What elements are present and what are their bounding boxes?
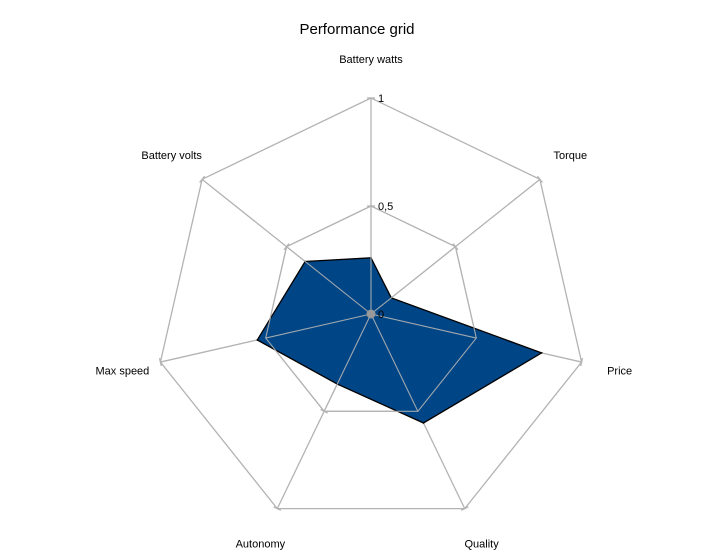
category-label-torque: Torque <box>554 150 588 162</box>
data-point-max-speed <box>256 339 259 341</box>
chart-title: Performance grid <box>299 21 414 38</box>
radial-tick-label: 0,5 <box>378 201 393 213</box>
category-label-autonomy: Autonomy <box>236 539 286 551</box>
grid-spoke-inner <box>286 246 372 315</box>
axis-tick-mark <box>273 506 282 511</box>
axis-tick-mark <box>580 358 584 367</box>
grid-ring-outer <box>159 97 583 510</box>
axis-tick-mark <box>199 175 206 183</box>
data-point-price <box>540 352 543 354</box>
radial-ticks: 00,51 <box>378 93 393 321</box>
center-point <box>366 309 376 319</box>
grid-spoke-inner <box>265 313 372 339</box>
radial-tick-label: 1 <box>378 93 384 105</box>
category-label-quality: Quality <box>465 539 500 551</box>
grid-spoke-inner <box>370 313 477 339</box>
category-label-max-speed: Max speed <box>95 366 149 378</box>
grid-ring-half-overlay <box>265 205 477 412</box>
series-layer <box>256 205 544 424</box>
grid-spoke-inner <box>370 246 456 315</box>
grid-spoke-inner <box>323 313 372 412</box>
category-labels: Battery watts Torque Price Quality Autonomy M… <box>95 54 632 551</box>
axis-tick-mark <box>460 506 469 511</box>
axis-tick-mark <box>158 358 162 367</box>
grid-spoke-inner <box>370 313 419 412</box>
radial-tick-label: 0 <box>378 309 384 321</box>
series-area <box>256 257 544 424</box>
category-label-battery-watts: Battery watts <box>339 54 403 66</box>
data-point-quality <box>422 422 425 424</box>
axis-tick-mark <box>536 175 543 183</box>
category-label-price: Price <box>607 366 632 378</box>
category-label-battery-volts: Battery volts <box>141 150 202 162</box>
